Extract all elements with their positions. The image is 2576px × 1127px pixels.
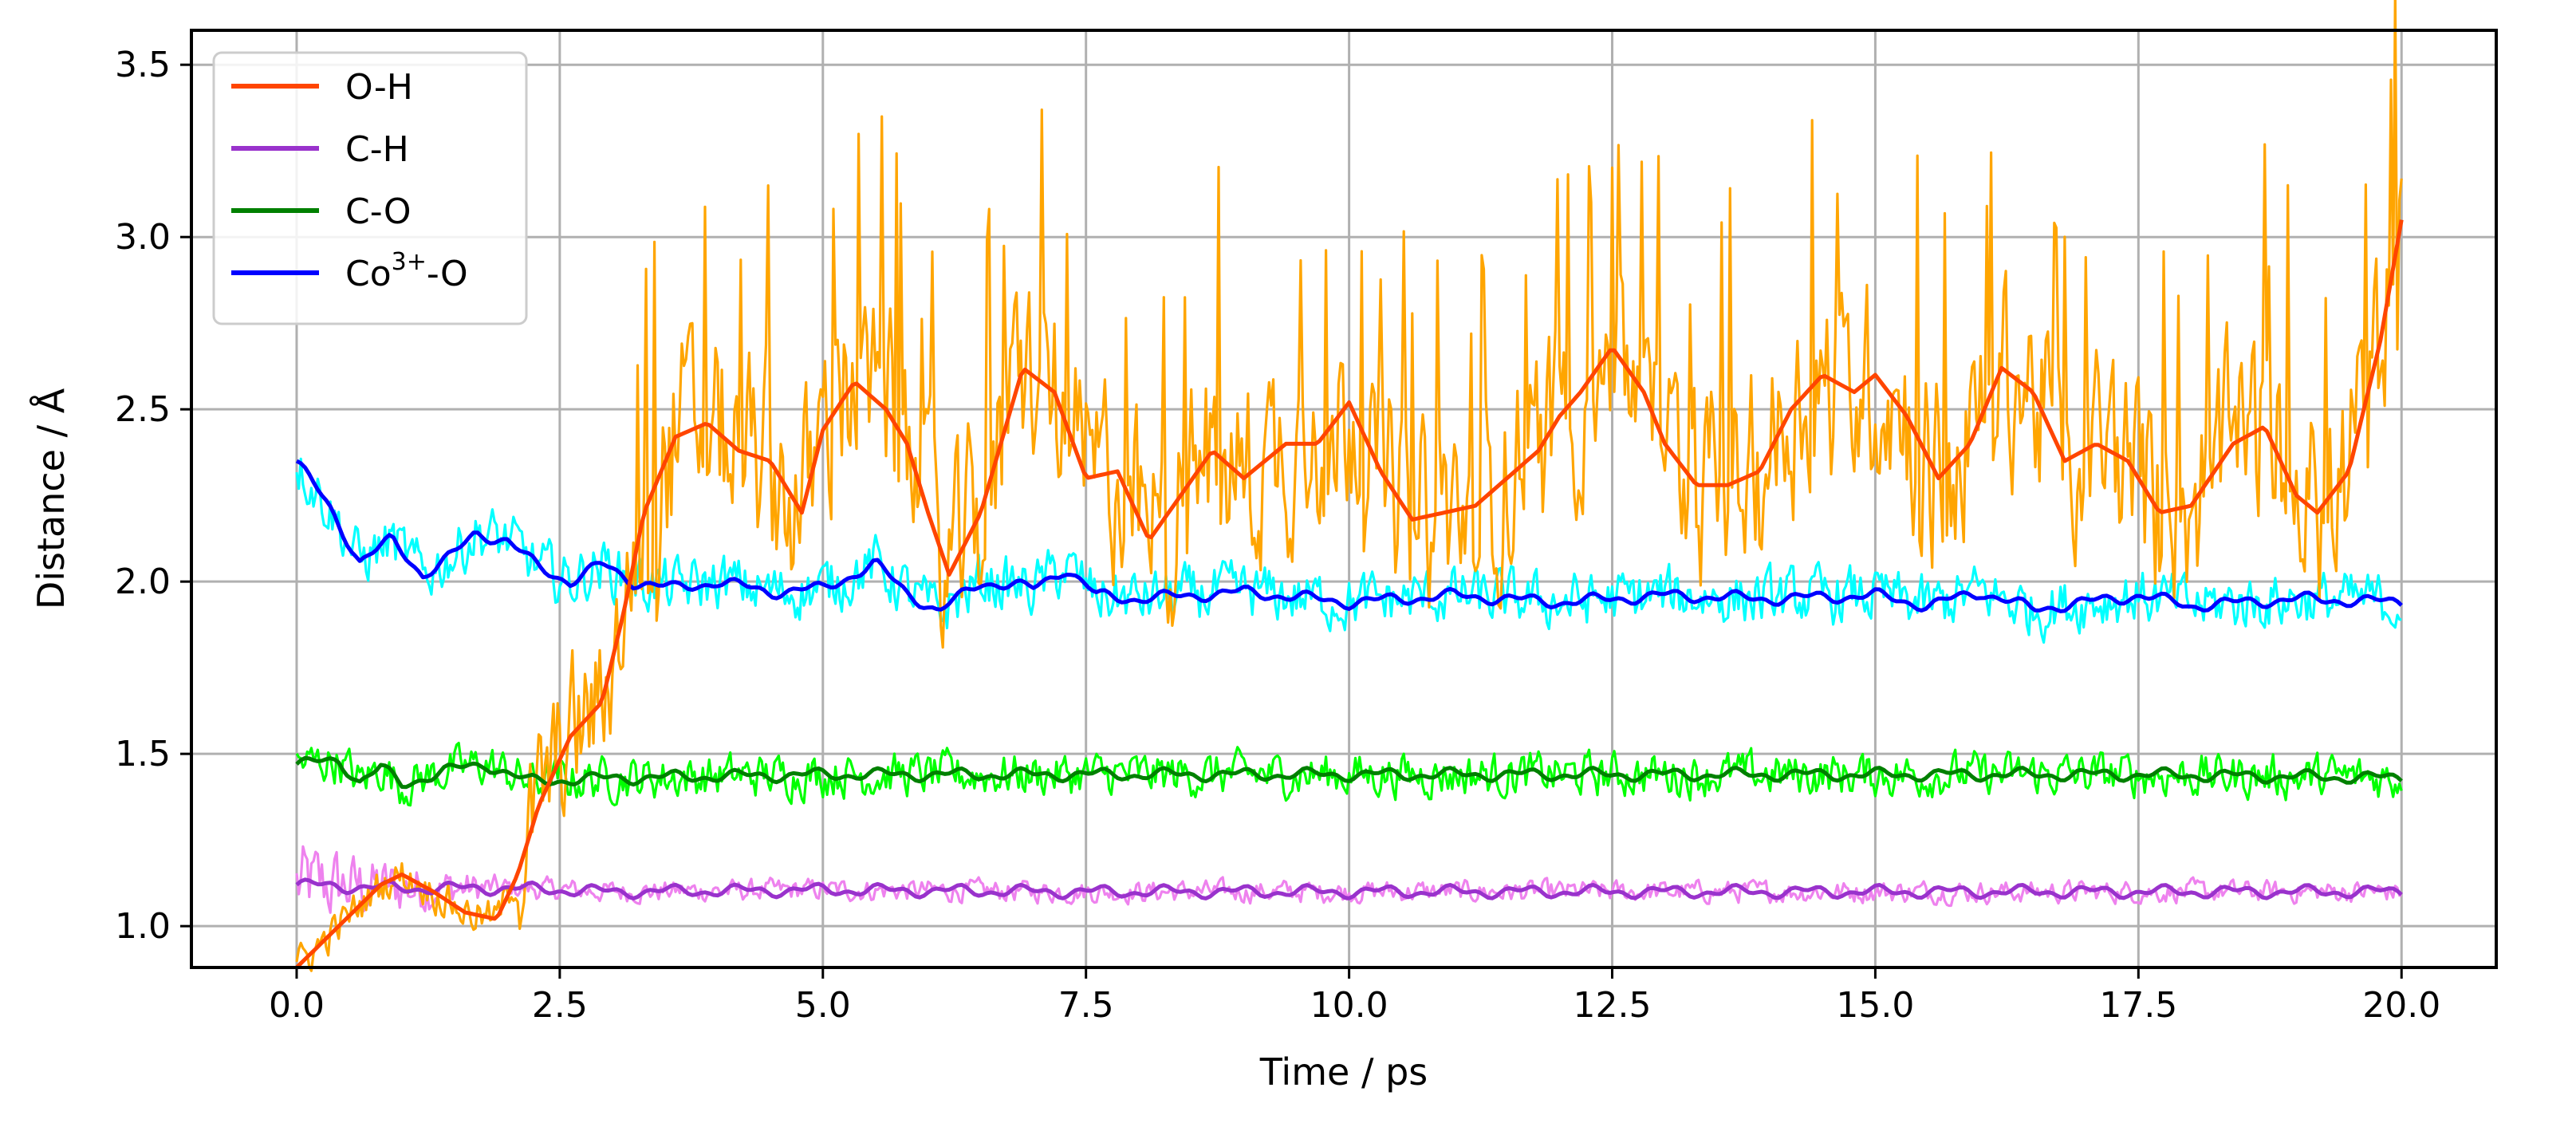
- x-tick-label: 10.0: [1310, 985, 1388, 1026]
- x-tick-label: 0.0: [269, 985, 325, 1026]
- y-tick-label: 2.5: [115, 389, 171, 430]
- series-smooth-c-o: [295, 755, 2403, 790]
- y-tick-label: 1.5: [115, 734, 171, 774]
- x-axis-ticks: 0.0 2.5 5.0 7.5 10.0 12.5 15.0 17.5 20.0: [269, 967, 2440, 1026]
- plot-frame: [190, 29, 2498, 969]
- series-raw-o-h: [295, 0, 2403, 972]
- y-axis-title: Distance / Å: [30, 388, 73, 609]
- y-tick-label: 3.0: [115, 217, 171, 258]
- x-tick-label: 12.5: [1574, 985, 1652, 1026]
- legend-label: C-H: [345, 129, 409, 170]
- x-tick-label: 20.0: [2362, 985, 2440, 1026]
- series-smooth-c-h: [295, 877, 2403, 900]
- y-axis-ticks: 1.0 1.5 2.0 2.5 3.0 3.5: [115, 45, 191, 947]
- legend-box: [212, 51, 528, 325]
- x-tick-label: 17.5: [2099, 985, 2177, 1026]
- series-raw-c-o: [295, 742, 2403, 807]
- x-axis-title: Time / ps: [1259, 1050, 1428, 1094]
- x-tick-label: 2.5: [532, 985, 588, 1026]
- x-tick-label: 5.0: [795, 985, 851, 1026]
- y-tick-label: 2.0: [115, 562, 171, 602]
- series-raw-co3-o: [295, 457, 2402, 644]
- x-tick-label: 7.5: [1058, 985, 1114, 1026]
- x-tick-label: 15.0: [1836, 985, 1914, 1026]
- legend: O-H C-H C-O Co3+-O: [212, 51, 528, 325]
- series-smooth-o-h: [295, 219, 2404, 969]
- series-smooth-co3-o: [295, 459, 2403, 613]
- legend-label: O-H: [345, 67, 413, 108]
- y-tick-label: 3.5: [115, 45, 171, 85]
- legend-label: C-O: [345, 191, 411, 232]
- plot-area: [295, 0, 2404, 972]
- legend-label: Co3+-O: [345, 248, 468, 294]
- y-tick-label: 1.0: [115, 906, 171, 947]
